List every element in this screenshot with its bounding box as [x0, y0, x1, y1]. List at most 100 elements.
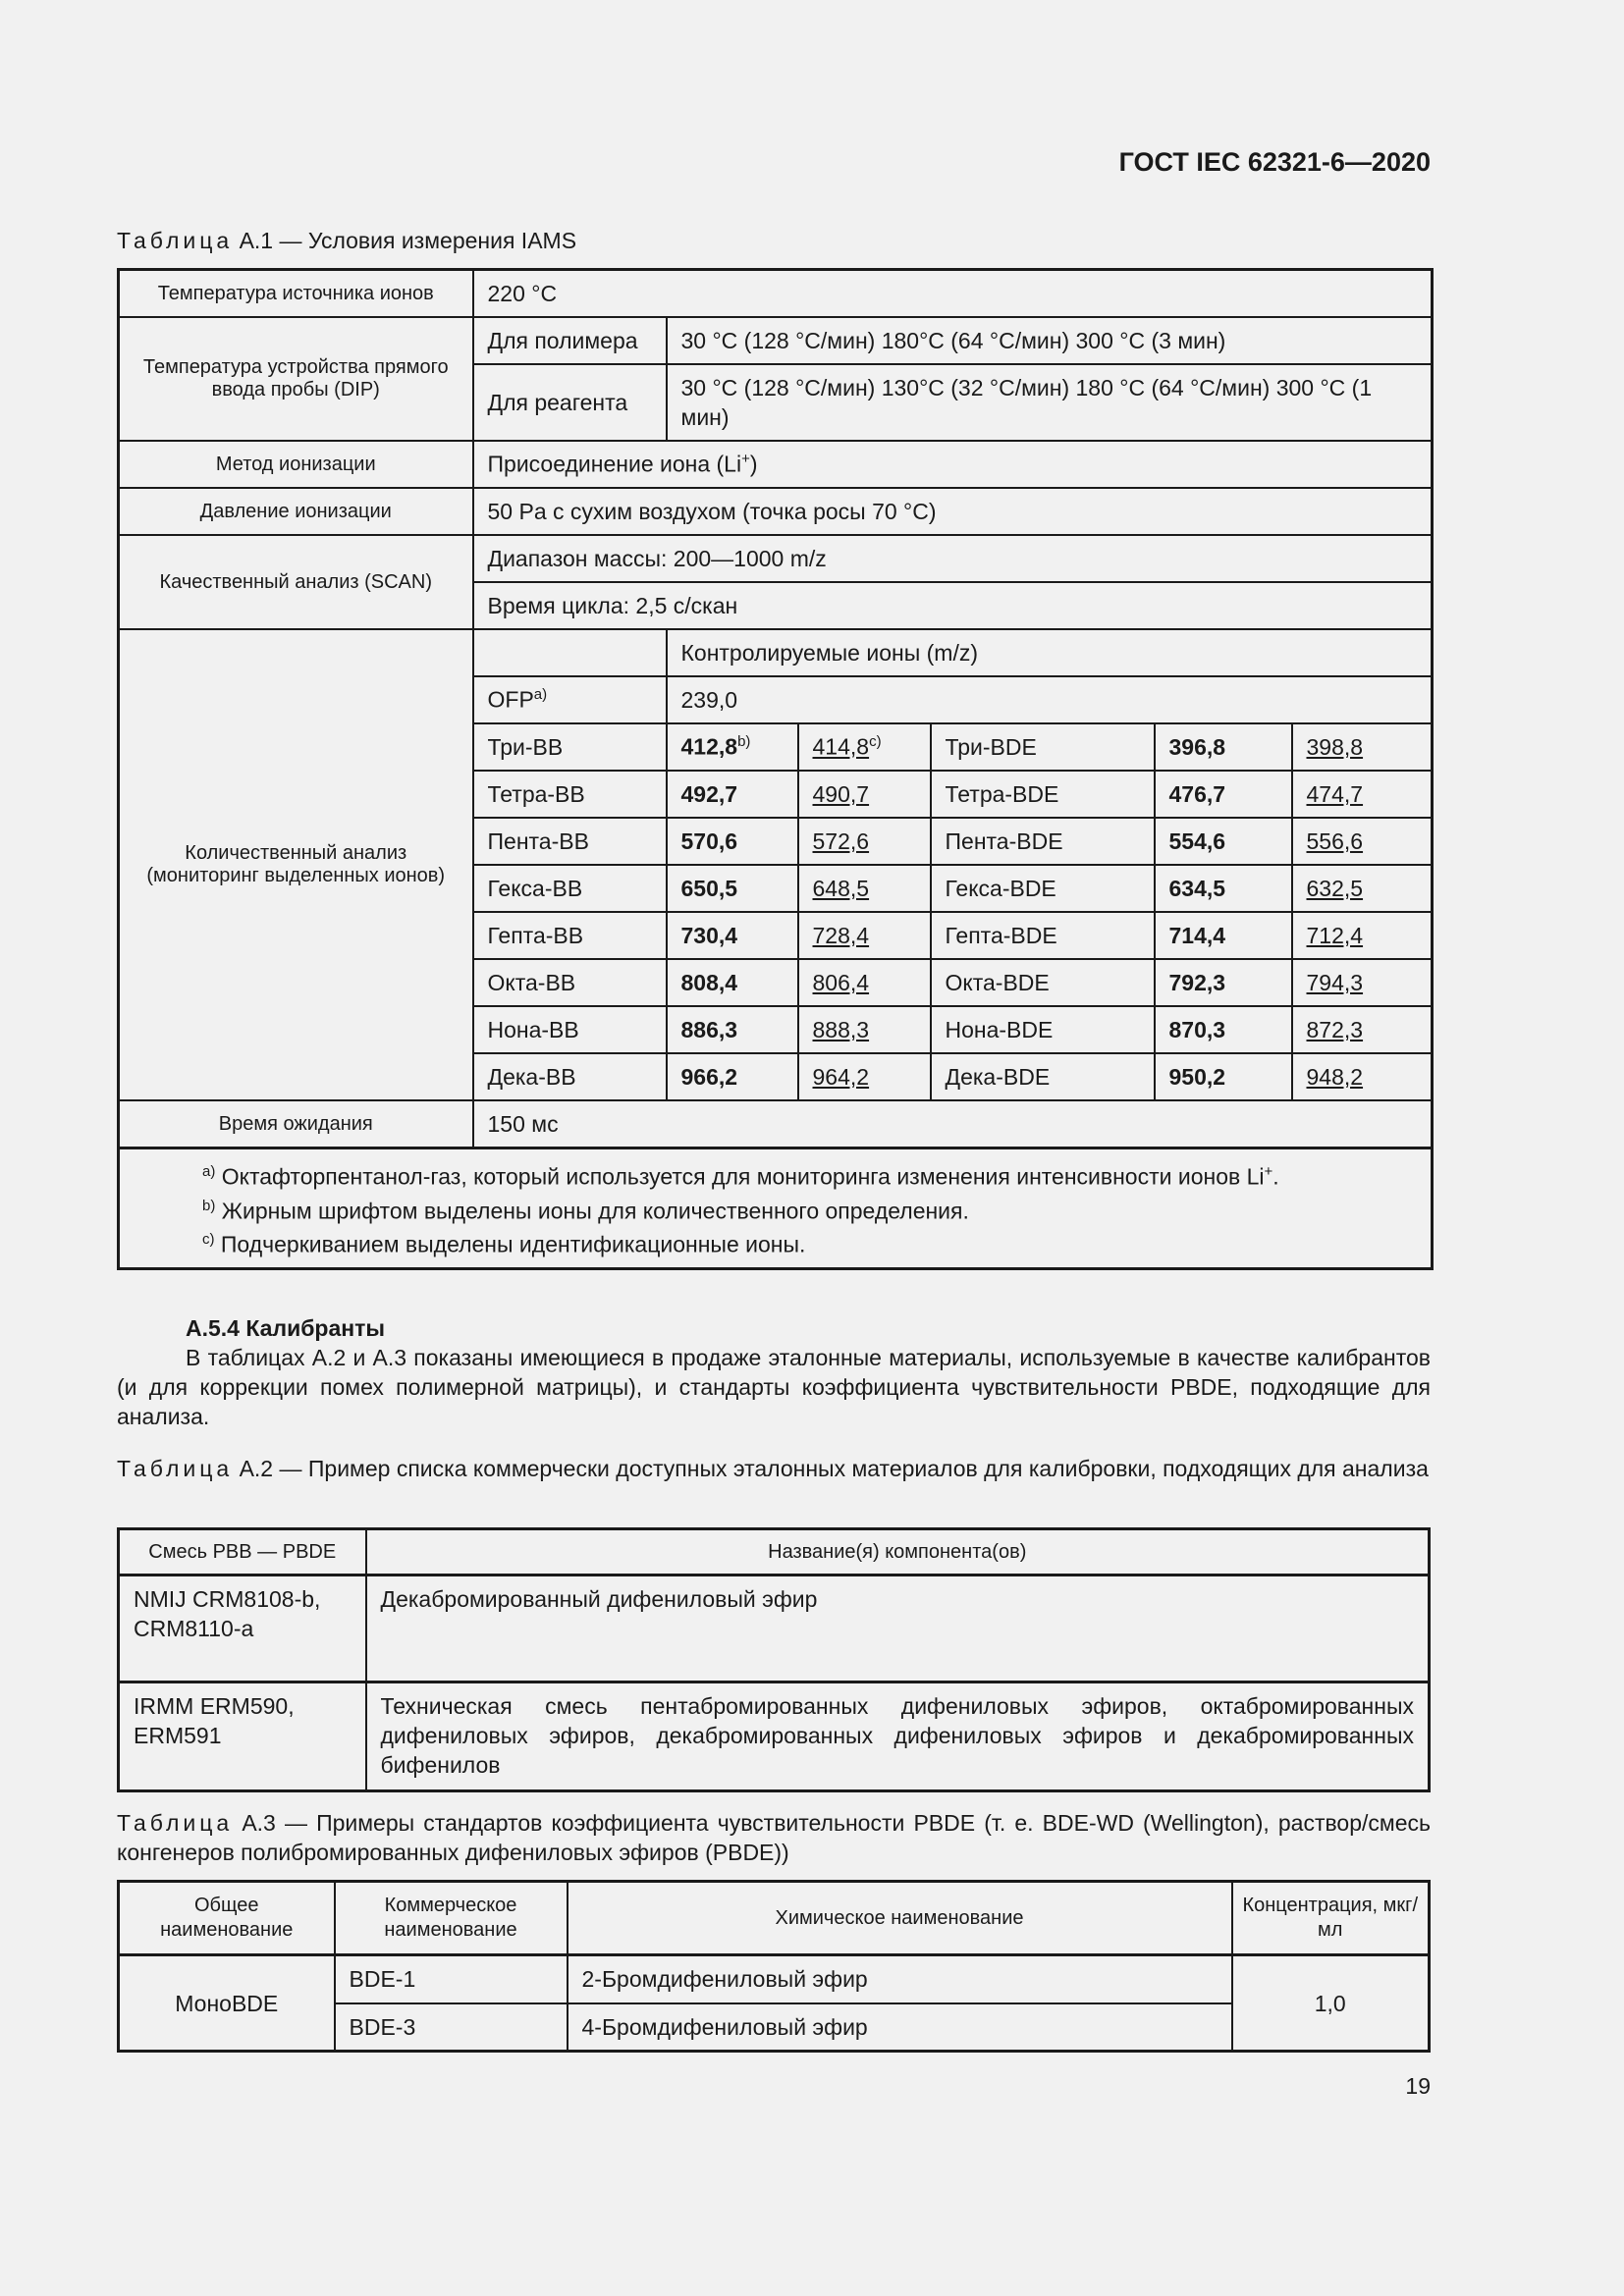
- bde-congener: Три-BDE: [929, 722, 1156, 772]
- table-a3: Общее наименование Коммерческое наименова…: [117, 1880, 1431, 2053]
- bde-id-ion: 632,5: [1290, 864, 1434, 913]
- bde-id-ion: 398,8: [1290, 722, 1434, 772]
- group-cell: МоноBDE: [117, 1953, 336, 2053]
- bb-congener: Нона-BB: [471, 1005, 668, 1054]
- table-a1: Температура источника ионов 220 °C Темпер…: [117, 268, 1435, 1270]
- scan-range: Диапазон массы: 200—1000 m/z: [471, 534, 1434, 583]
- chemical-cell: 2-Бромдифениловый эфир: [566, 1953, 1233, 2004]
- bde-quant-ion: 714,4: [1153, 911, 1293, 960]
- table-a1-notes: a) Октафторпентанол-газ, который использ…: [117, 1147, 1434, 1270]
- sim-label: Количественный анализ (мониторинг выделе…: [117, 628, 474, 1101]
- bb-congener: Три-BB: [471, 722, 668, 772]
- empty-cell: [471, 628, 668, 677]
- ion-row: Три-BB 412,8b) 414,8c) Три-BDE 396,8 398…: [119, 722, 1434, 772]
- header-common-name: Общее наименование: [117, 1880, 336, 1956]
- bb-quant-ion: 808,4: [665, 958, 799, 1007]
- pressure-value: 50 Pa с сухим воздухом (точка росы 70 °C…: [471, 487, 1434, 536]
- bb-congener: Окта-BB: [471, 958, 668, 1007]
- bb-congener: Гепта-BB: [471, 911, 668, 960]
- bb-id-ion: 888,3: [796, 1005, 932, 1054]
- bde-quant-ion: 554,6: [1153, 817, 1293, 866]
- pressure-label: Давление ионизации: [117, 487, 474, 536]
- bde-id-ion: 872,3: [1290, 1005, 1434, 1054]
- bb-congener: Пента-BB: [471, 817, 668, 866]
- bb-id-ion: 648,5: [796, 864, 932, 913]
- bb-congener: Тетра-BB: [471, 770, 668, 819]
- ofp-label: OFPa): [471, 675, 668, 724]
- bde-quant-ion: 396,8: [1153, 722, 1293, 772]
- ion-row: Пента-BB 570,6 572,6 Пента-BDE 554,6 556…: [119, 817, 1434, 866]
- bb-id-ion: 806,4: [796, 958, 932, 1007]
- monitored-header: Контролируемые ионы (m/z): [665, 628, 1434, 677]
- scan-label: Качественный анализ (SCAN): [117, 534, 474, 630]
- table-a2-caption: Таблица А.2 — Пример списка коммерчески …: [117, 1456, 1429, 1481]
- bde-id-ion: 948,2: [1290, 1052, 1434, 1101]
- mix-cell: NMIJ CRM8108-b, CRM8110-a: [117, 1574, 367, 1683]
- concentration-cell: 1,0: [1230, 1953, 1431, 2053]
- wait-label: Время ожидания: [117, 1099, 474, 1149]
- bde-congener: Нона-BDE: [929, 1005, 1156, 1054]
- component-cell: Техническая смесь пентабромированных диф…: [364, 1681, 1431, 1792]
- page-number: 19: [1405, 2073, 1431, 2099]
- ion-row: Дека-BB 966,2 964,2 Дека-BDE 950,2 948,2: [119, 1052, 1434, 1101]
- bb-quant-ion: 966,2: [665, 1052, 799, 1101]
- chemical-cell: 4-Бромдифениловый эфир: [566, 2002, 1233, 2053]
- reagent-label: Для реагента: [471, 363, 668, 442]
- polymer-label: Для полимера: [471, 316, 668, 365]
- commercial-cell: BDE-1: [333, 1953, 568, 2004]
- table-a1-caption: Таблица А.1 — Условия измерения IAMS: [117, 228, 577, 253]
- table-a2: Смесь PBB — PBDE Название(я) компонента(о…: [117, 1527, 1431, 1792]
- bde-quant-ion: 870,3: [1153, 1005, 1293, 1054]
- note-a: a) Октафторпентанол-газ, который использ…: [202, 1163, 1279, 1190]
- ofp-value: 239,0: [665, 675, 1434, 724]
- bde-id-ion: 556,6: [1290, 817, 1434, 866]
- mix-cell: IRMM ERM590, ERM591: [117, 1681, 367, 1792]
- bde-congener: Тетра-BDE: [929, 770, 1156, 819]
- bb-id-ion: 414,8c): [796, 722, 932, 772]
- bde-id-ion: 712,4: [1290, 911, 1434, 960]
- ion-row: Гепта-BB 730,4 728,4 Гепта-BDE 714,4 712…: [119, 911, 1434, 960]
- bb-quant-ion: 570,6: [665, 817, 799, 866]
- bde-quant-ion: 476,7: [1153, 770, 1293, 819]
- bb-id-ion: 964,2: [796, 1052, 932, 1101]
- ionization-method-label: Метод ионизации: [117, 440, 474, 489]
- bde-id-ion: 474,7: [1290, 770, 1434, 819]
- commercial-cell: BDE-3: [333, 2002, 568, 2053]
- ion-row: Тетра-BB 492,7 490,7 Тетра-BDE 476,7 474…: [119, 770, 1434, 819]
- note-c: c) Подчеркиванием выделены идентификацио…: [202, 1231, 806, 1257]
- bde-congener: Окта-BDE: [929, 958, 1156, 1007]
- bb-congener: Гекса-BB: [471, 864, 668, 913]
- bb-quant-ion: 650,5: [665, 864, 799, 913]
- bde-quant-ion: 634,5: [1153, 864, 1293, 913]
- ionization-method-value: Присоединение иона (Li+): [471, 440, 1434, 489]
- header-commercial-name: Коммерческое наименование: [333, 1880, 568, 1956]
- header-chemical-name: Химическое наименование: [566, 1880, 1233, 1956]
- bb-congener: Дека-BB: [471, 1052, 668, 1101]
- bde-quant-ion: 950,2: [1153, 1052, 1293, 1101]
- header-components: Название(я) компонента(ов): [364, 1527, 1431, 1576]
- ion-row: Нона-BB 886,3 888,3 Нона-BDE 870,3 872,3: [119, 1005, 1434, 1054]
- bb-quant-ion: 412,8b): [665, 722, 799, 772]
- reagent-value: 30 °C (128 °C/мин) 130°C (32 °C/мин) 180…: [665, 363, 1434, 442]
- dip-label: Температура устройства прямого ввода про…: [117, 316, 474, 442]
- bb-id-ion: 728,4: [796, 911, 932, 960]
- bb-quant-ion: 492,7: [665, 770, 799, 819]
- scan-cycle: Время цикла: 2,5 с/скан: [471, 581, 1434, 630]
- bb-id-ion: 490,7: [796, 770, 932, 819]
- bde-congener: Гепта-BDE: [929, 911, 1156, 960]
- ion-source-value: 220 °C: [471, 268, 1434, 318]
- ion-row: Окта-BB 808,4 806,4 Окта-BDE 792,3 794,3: [119, 958, 1434, 1007]
- ion-row: Гекса-BB 650,5 648,5 Гекса-BDE 634,5 632…: [119, 864, 1434, 913]
- polymer-value: 30 °C (128 °C/мин) 180°C (64 °C/мин) 300…: [665, 316, 1434, 365]
- bde-quant-ion: 792,3: [1153, 958, 1293, 1007]
- bde-congener: Пента-BDE: [929, 817, 1156, 866]
- bde-congener: Гекса-BDE: [929, 864, 1156, 913]
- header-concentration: Концентрация, мкг/мл: [1230, 1880, 1431, 1956]
- section-heading: А.5.4 Калибранты: [186, 1315, 386, 1341]
- bb-id-ion: 572,6: [796, 817, 932, 866]
- bb-quant-ion: 730,4: [665, 911, 799, 960]
- component-cell: Декабромированный дифениловый эфир: [364, 1574, 1431, 1683]
- note-b: b) Жирным шрифтом выделены ионы для коли…: [202, 1197, 969, 1224]
- bde-congener: Дека-BDE: [929, 1052, 1156, 1101]
- document-id: ГОСТ IEC 62321-6—2020: [1118, 147, 1431, 177]
